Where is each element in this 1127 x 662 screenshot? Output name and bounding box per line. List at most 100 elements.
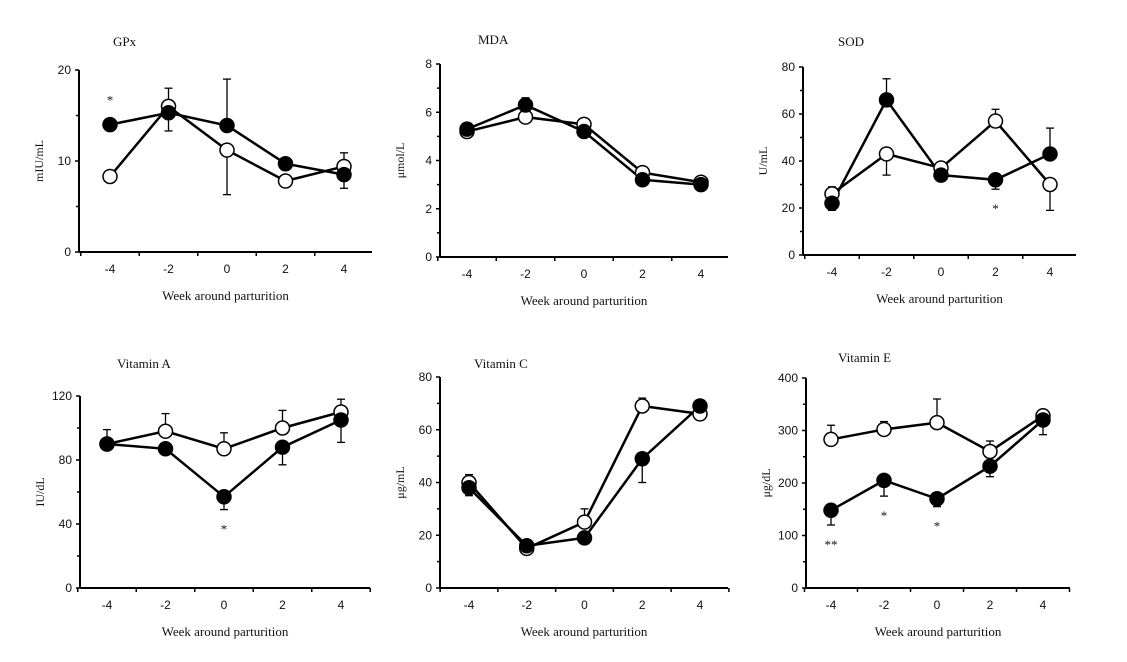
data-point-open (157, 423, 174, 439)
significance-marker: * (934, 519, 941, 534)
y-tick-label: 20 (58, 63, 72, 77)
data-point-filled (216, 489, 232, 505)
x-tick-label: -2 (521, 598, 532, 612)
significance-marker: * (107, 93, 114, 108)
y-tick-label: 80 (419, 370, 433, 384)
x-axis-label: Week around parturition (521, 293, 648, 308)
y-tick-label: 0 (64, 245, 71, 259)
x-tick-label: 0 (581, 598, 588, 612)
data-point-open (576, 514, 593, 530)
data-point-filled (519, 538, 535, 554)
x-tick-label: 0 (581, 267, 588, 281)
x-axis-label: Week around parturition (876, 291, 1003, 306)
x-tick-label: 2 (992, 265, 999, 279)
x-tick-label: -4 (464, 598, 475, 612)
chart-title: GPx (113, 34, 137, 49)
x-tick-label: -4 (102, 598, 113, 612)
x-tick-label: 0 (934, 598, 941, 612)
data-point-open (929, 414, 945, 431)
x-tick-label: 4 (338, 598, 345, 612)
data-point-open (982, 443, 998, 460)
y-axis-label: μg/dL (759, 468, 773, 497)
y-axis-label: mIU/mL (32, 140, 46, 182)
data-point-open (634, 398, 650, 414)
x-tick-label: -4 (826, 598, 837, 612)
data-point-filled (576, 123, 592, 140)
x-tick-label: 4 (697, 598, 704, 612)
y-tick-label: 40 (59, 517, 73, 531)
y-tick-label: 100 (778, 529, 798, 543)
y-tick-label: 0 (425, 250, 432, 264)
data-point-open (878, 146, 895, 162)
y-tick-label: 0 (791, 581, 798, 595)
panel-4: Vitamin C 0 20 40 60 80 -4 -2 0 2 4 Week around par… (393, 356, 730, 639)
panel-0: GPx 0 10 20 -4 -2 0 2 4 Week around parturition mI… (32, 34, 372, 303)
data-point-filled (461, 480, 477, 496)
y-tick-label: 0 (425, 581, 432, 595)
data-point-filled (1035, 412, 1051, 428)
panel-5: Vitamin E 0 100 200 300 400 -4 -2 0 2 4 Week around… (759, 350, 1071, 639)
x-tick-label: -2 (879, 598, 890, 612)
x-axis-label: Week around parturition (162, 624, 289, 639)
data-point-filled (102, 116, 118, 133)
data-point-filled (157, 441, 174, 457)
data-point-filled (982, 458, 998, 474)
x-axis-label: Week around parturition (875, 624, 1002, 639)
data-point-open (1042, 176, 1058, 193)
y-tick-label: 40 (419, 476, 433, 490)
data-point-filled (160, 105, 177, 121)
data-point-filled (459, 121, 475, 137)
data-point-filled (634, 451, 650, 467)
x-axis-label: Week around parturition (521, 624, 648, 639)
data-point-filled (336, 166, 352, 183)
y-tick-label: 120 (52, 389, 72, 403)
data-point-filled (987, 172, 1004, 188)
data-point-filled (277, 155, 294, 172)
y-axis-label: μg/mL (393, 466, 407, 498)
panel-2: SOD 0 20 40 60 80 -4 -2 0 2 4 Week around parturiti… (756, 34, 1076, 306)
x-tick-label: 4 (1047, 265, 1054, 279)
data-point-filled (693, 176, 709, 193)
data-point-filled (576, 530, 593, 546)
y-tick-label: 60 (782, 107, 796, 121)
data-point-filled (876, 472, 892, 489)
chart-title: Vitamin A (117, 356, 171, 371)
x-tick-label: 0 (224, 262, 231, 276)
x-tick-label: -2 (881, 265, 892, 279)
x-tick-label: 2 (639, 267, 646, 281)
data-point-filled (878, 92, 895, 108)
x-tick-label: -4 (827, 265, 838, 279)
data-point-filled (517, 97, 534, 113)
series-line-filled (106, 418, 342, 499)
x-tick-label: 0 (221, 598, 228, 612)
significance-marker: * (992, 201, 999, 216)
y-tick-label: 300 (778, 424, 798, 438)
y-tick-label: 80 (59, 453, 73, 467)
y-tick-label: 40 (782, 154, 796, 168)
panel-3: Vitamin A 0 40 80 120 -4 -2 0 2 4 Week around part… (33, 356, 371, 639)
significance-marker: * (221, 522, 228, 537)
data-point-open (216, 441, 232, 457)
y-tick-label: 6 (425, 105, 432, 119)
data-point-filled (692, 398, 708, 414)
x-tick-label: 4 (341, 262, 348, 276)
data-point-filled (823, 502, 839, 519)
significance-marker: ** (825, 537, 838, 552)
chart-title: Vitamin C (474, 356, 528, 371)
y-tick-label: 8 (425, 57, 432, 71)
data-point-filled (824, 195, 840, 212)
chart-title: MDA (478, 32, 509, 47)
data-point-filled (99, 436, 115, 452)
chart-title: SOD (838, 34, 864, 49)
y-tick-label: 20 (782, 201, 796, 215)
x-tick-label: 2 (279, 598, 286, 612)
data-point-filled (274, 439, 291, 455)
data-point-filled (933, 167, 949, 183)
x-tick-label: -2 (160, 598, 171, 612)
x-tick-label: -4 (462, 267, 473, 281)
data-point-filled (219, 117, 235, 134)
series-line-open (831, 119, 1051, 195)
x-tick-label: 2 (639, 598, 646, 612)
x-tick-label: 4 (698, 267, 705, 281)
